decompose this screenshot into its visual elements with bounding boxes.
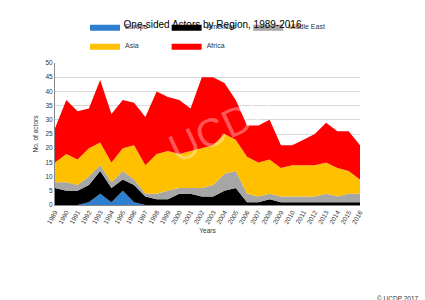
svg-text:2009: 2009 xyxy=(271,209,284,225)
svg-text:1993: 1993 xyxy=(91,209,104,225)
svg-text:2012: 2012 xyxy=(305,209,318,225)
svg-text:Years: Years xyxy=(199,227,216,234)
svg-text:2006: 2006 xyxy=(237,209,250,225)
svg-text:2001: 2001 xyxy=(181,209,194,225)
svg-text:© UCDP 2017: © UCDP 2017 xyxy=(377,295,419,300)
svg-text:1990: 1990 xyxy=(57,209,70,225)
svg-text:1995: 1995 xyxy=(113,209,126,225)
svg-text:Africa: Africa xyxy=(207,42,225,49)
svg-text:No. of actors: No. of actors xyxy=(32,115,39,153)
svg-text:10: 10 xyxy=(45,173,53,180)
svg-text:30: 30 xyxy=(45,116,53,123)
svg-text:2003: 2003 xyxy=(204,209,217,225)
svg-text:2010: 2010 xyxy=(283,209,296,225)
svg-text:Middle East: Middle East xyxy=(288,23,325,30)
svg-text:25: 25 xyxy=(45,130,53,137)
svg-text:1989: 1989 xyxy=(45,209,58,225)
svg-text:2004: 2004 xyxy=(215,209,228,225)
svg-text:2014: 2014 xyxy=(328,209,341,225)
svg-text:2007: 2007 xyxy=(249,209,262,225)
svg-text:2015: 2015 xyxy=(339,209,352,225)
svg-text:One-sided Actors by Region, 19: One-sided Actors by Region, 1989-2016 xyxy=(124,19,302,30)
svg-text:UCDP: UCDP xyxy=(162,83,283,171)
svg-text:2000: 2000 xyxy=(170,209,183,225)
svg-text:1998: 1998 xyxy=(147,209,160,225)
svg-text:1996: 1996 xyxy=(124,209,137,225)
svg-text:15: 15 xyxy=(45,159,53,166)
svg-text:0: 0 xyxy=(49,201,53,208)
svg-text:2016: 2016 xyxy=(350,209,363,225)
svg-text:2005: 2005 xyxy=(226,209,239,225)
svg-text:5: 5 xyxy=(49,187,53,194)
svg-text:1997: 1997 xyxy=(136,209,149,225)
svg-text:2008: 2008 xyxy=(260,209,273,225)
svg-text:Asia: Asia xyxy=(125,42,139,49)
svg-text:45: 45 xyxy=(45,73,53,80)
svg-text:2002: 2002 xyxy=(192,209,205,225)
svg-text:Europe: Europe xyxy=(125,23,148,31)
svg-text:40: 40 xyxy=(45,88,53,95)
svg-text:35: 35 xyxy=(45,102,53,109)
svg-text:1994: 1994 xyxy=(102,209,115,225)
svg-text:50: 50 xyxy=(45,59,53,66)
svg-text:2011: 2011 xyxy=(294,209,307,225)
svg-text:20: 20 xyxy=(45,144,53,151)
svg-text:1999: 1999 xyxy=(158,209,171,225)
svg-text:1991: 1991 xyxy=(68,209,81,225)
svg-text:Americas: Americas xyxy=(207,23,237,30)
svg-text:1992: 1992 xyxy=(79,209,92,225)
svg-text:2013: 2013 xyxy=(316,209,329,225)
